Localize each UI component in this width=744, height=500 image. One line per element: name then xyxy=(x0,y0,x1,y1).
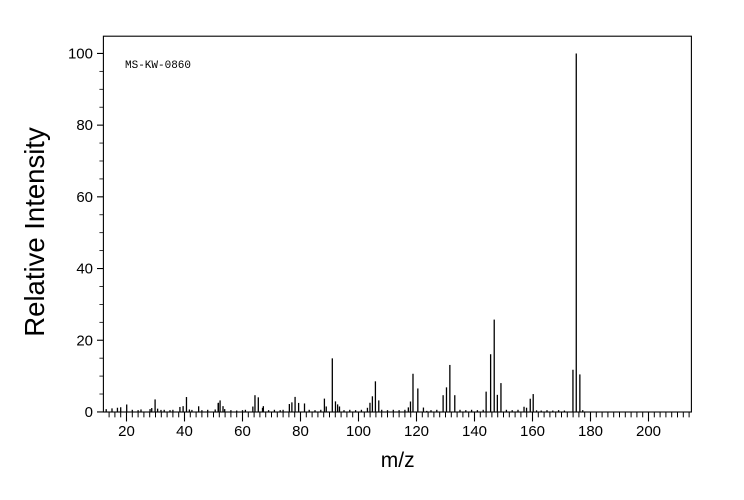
svg-text:200: 200 xyxy=(636,423,661,440)
svg-text:Relative Intensity: Relative Intensity xyxy=(19,127,50,337)
svg-text:20: 20 xyxy=(76,332,93,349)
svg-text:40: 40 xyxy=(176,423,193,440)
svg-text:0: 0 xyxy=(85,404,93,421)
svg-text:100: 100 xyxy=(346,423,371,440)
svg-text:80: 80 xyxy=(292,423,309,440)
svg-text:120: 120 xyxy=(404,423,429,440)
svg-text:140: 140 xyxy=(462,423,487,440)
svg-text:40: 40 xyxy=(76,261,93,278)
svg-text:180: 180 xyxy=(578,423,603,440)
svg-text:160: 160 xyxy=(520,423,545,440)
svg-text:60: 60 xyxy=(76,189,93,206)
svg-text:m/z: m/z xyxy=(381,449,415,472)
svg-text:100: 100 xyxy=(68,45,93,62)
svg-text:MS-KW-0860: MS-KW-0860 xyxy=(125,60,191,72)
svg-text:80: 80 xyxy=(76,117,93,134)
svg-text:20: 20 xyxy=(118,423,135,440)
svg-text:60: 60 xyxy=(234,423,251,440)
